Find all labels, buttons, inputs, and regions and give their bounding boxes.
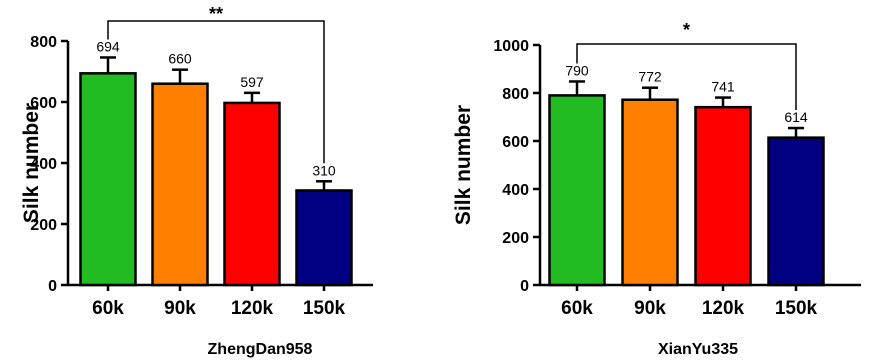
- data-label: 310: [312, 162, 336, 178]
- y-tick-label: 1000: [493, 38, 529, 55]
- x-tick-label: 150k: [303, 298, 346, 319]
- y-tick-label: 200: [502, 230, 529, 247]
- bar-90k: [151, 82, 209, 287]
- bar-60k: [79, 72, 137, 287]
- y-tick-label: 800: [502, 86, 529, 103]
- x-axis-label: XianYu335: [658, 341, 738, 358]
- y-axis-label: Silk number: [452, 105, 475, 225]
- x-axis-label: ZhengDan958: [208, 341, 313, 358]
- x-tick-label: 120k: [231, 298, 274, 319]
- data-label: 694: [96, 38, 120, 54]
- chart-panel-2: 0 200 400 600 800 1000 Silk number 790 60k 772 90k…: [452, 20, 861, 358]
- data-label: 741: [711, 79, 735, 95]
- bar-150k: [767, 136, 825, 287]
- x-tick-label: 90k: [164, 298, 196, 319]
- significance-label: *: [683, 20, 690, 40]
- significance-bracket: [576, 43, 797, 111]
- x-tick-label: 120k: [702, 298, 745, 319]
- y-tick-label: 600: [502, 134, 529, 151]
- data-label: 790: [565, 62, 589, 78]
- x-tick-label: 150k: [775, 298, 818, 319]
- bar-90k: [621, 98, 679, 287]
- data-label: 614: [784, 109, 808, 125]
- y-axis-label: Silk number: [20, 103, 43, 223]
- x-tick-label: 60k: [561, 298, 593, 319]
- significance-label: **: [209, 4, 223, 24]
- y-tick-label: 800: [30, 34, 57, 51]
- chart-panel-1: 0 200 400 600 800 Silk number 694 60k 660 90k 597 1…: [20, 4, 373, 358]
- bar-120k: [694, 105, 752, 287]
- bar-60k: [548, 94, 606, 287]
- data-label: 597: [240, 74, 264, 90]
- x-tick-label: 60k: [92, 298, 124, 319]
- y-tick-label: 0: [48, 278, 57, 295]
- y-tick-label: 400: [502, 182, 529, 199]
- x-tick-label: 90k: [634, 298, 666, 319]
- y-tick-label: 200: [30, 217, 57, 234]
- bar-150k: [295, 189, 353, 287]
- data-label: 660: [168, 51, 192, 67]
- y-tick-label: 400: [30, 156, 57, 173]
- y-tick-label: 0: [520, 278, 529, 295]
- significance-bracket: [107, 20, 325, 164]
- y-tick-label: 600: [30, 95, 57, 112]
- data-label: 772: [638, 69, 662, 85]
- bar-120k: [223, 101, 281, 287]
